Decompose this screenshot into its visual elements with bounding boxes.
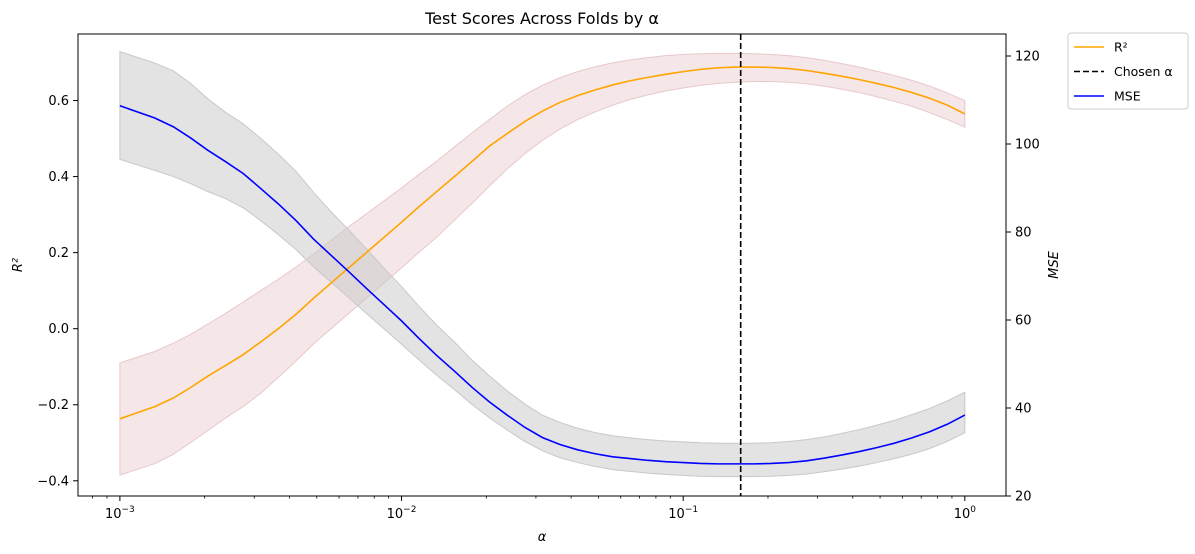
y-right-tick-label: 100	[1015, 138, 1040, 153]
plot-frame	[77, 33, 1007, 497]
legend-label: MSE	[1114, 89, 1141, 104]
x-tick-label: 10−2	[387, 505, 417, 522]
legend-label: Chosen α	[1114, 64, 1173, 79]
legend-box	[1067, 32, 1189, 110]
x-axis-label: α	[538, 530, 547, 545]
y-axis-left: −0.4 −0.2 0.0 0.2 0.4 0.6	[37, 94, 78, 489]
y-left-tick-label: 0.2	[48, 246, 69, 261]
legend-label: R²	[1114, 40, 1128, 55]
y-right-tick-label: 60	[1015, 314, 1032, 329]
chart-title: Test Scores Across Folds by α	[424, 9, 659, 28]
y-left-tick-label: 0.4	[48, 170, 69, 185]
band-mse	[119, 50, 966, 478]
x-tick-label: 10−3	[105, 505, 135, 522]
x-axis: 10−3 10−2 10−1 100	[92, 496, 977, 522]
y-left-tick-label: −0.2	[37, 398, 69, 413]
confidence-bands	[119, 50, 966, 478]
y-left-tick-label: −0.4	[37, 474, 69, 489]
y-left-tick-label: 0.0	[48, 322, 69, 337]
y-axis-right: 20 40 60 80 100 120	[1006, 50, 1040, 505]
y-right-tick-label: 80	[1015, 226, 1032, 241]
legend: R² Chosen α MSE	[1067, 32, 1189, 110]
plot-area	[77, 33, 1007, 497]
y-right-tick-label: 40	[1015, 402, 1032, 417]
y-left-tick-label: 0.6	[48, 94, 69, 109]
series-lines	[119, 66, 966, 465]
y-right-tick-label: 120	[1015, 50, 1040, 65]
line-r2	[119, 66, 966, 420]
y-right-tick-label: 20	[1015, 490, 1032, 505]
x-tick-label: 100	[954, 505, 977, 522]
y-axis-left-label: R²	[11, 258, 26, 272]
x-tick-label: 10−1	[668, 505, 698, 522]
y-axis-right-label: MSE	[1047, 250, 1062, 278]
line-mse	[119, 104, 966, 465]
band-r2	[119, 52, 966, 476]
